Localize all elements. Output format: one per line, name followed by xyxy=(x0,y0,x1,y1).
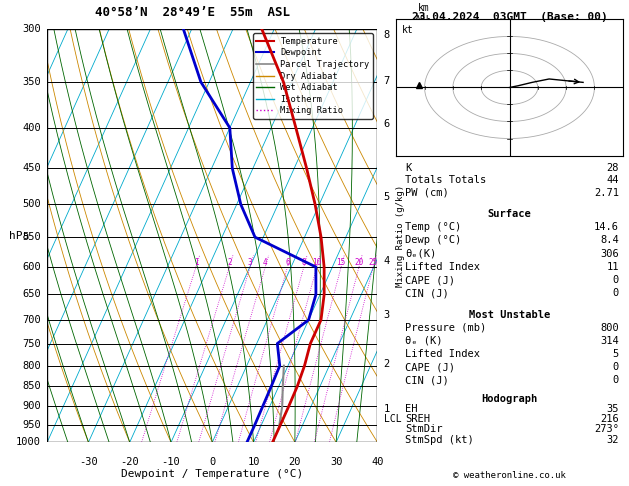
Text: StmSpd (kt): StmSpd (kt) xyxy=(405,434,474,445)
Text: 40: 40 xyxy=(371,457,384,467)
Text: 4: 4 xyxy=(384,256,390,266)
Text: 650: 650 xyxy=(22,290,41,299)
Text: 306: 306 xyxy=(600,249,619,259)
Text: SREH: SREH xyxy=(405,414,430,424)
Text: 550: 550 xyxy=(22,232,41,242)
Text: Lifted Index: Lifted Index xyxy=(405,349,480,359)
Text: Surface: Surface xyxy=(487,209,532,219)
Text: Lifted Index: Lifted Index xyxy=(405,262,480,272)
Text: 30: 30 xyxy=(330,457,342,467)
Text: Hodograph: Hodograph xyxy=(481,394,538,404)
Text: CIN (J): CIN (J) xyxy=(405,289,448,298)
Text: 273°: 273° xyxy=(594,424,619,434)
Text: Totals Totals: Totals Totals xyxy=(405,175,486,186)
Text: 44: 44 xyxy=(606,175,619,186)
Text: K: K xyxy=(405,163,411,173)
Text: 450: 450 xyxy=(22,163,41,174)
Text: 2: 2 xyxy=(384,359,390,368)
Text: EH: EH xyxy=(405,404,417,414)
Text: 0: 0 xyxy=(613,362,619,372)
Text: 350: 350 xyxy=(22,77,41,87)
Text: LCL: LCL xyxy=(384,414,401,424)
Text: 14.6: 14.6 xyxy=(594,222,619,232)
Text: 10: 10 xyxy=(247,457,260,467)
Text: Pressure (mb): Pressure (mb) xyxy=(405,323,486,333)
Text: 8: 8 xyxy=(301,258,306,267)
Text: 23.04.2024  03GMT  (Base: 00): 23.04.2024 03GMT (Base: 00) xyxy=(411,12,608,22)
Text: 750: 750 xyxy=(22,339,41,348)
Text: -10: -10 xyxy=(162,457,181,467)
Text: StmDir: StmDir xyxy=(405,424,442,434)
Text: 800: 800 xyxy=(600,323,619,333)
Text: 1000: 1000 xyxy=(16,437,41,447)
Text: 950: 950 xyxy=(22,419,41,430)
Text: 700: 700 xyxy=(22,315,41,325)
Text: 0: 0 xyxy=(209,457,215,467)
Text: 500: 500 xyxy=(22,199,41,209)
Text: Mixing Ratio (g/kg): Mixing Ratio (g/kg) xyxy=(396,185,404,287)
Text: 4: 4 xyxy=(263,258,267,267)
Text: Dewpoint / Temperature (°C): Dewpoint / Temperature (°C) xyxy=(121,469,303,479)
Text: CIN (J): CIN (J) xyxy=(405,375,448,385)
Text: θₑ (K): θₑ (K) xyxy=(405,336,442,346)
Text: 8.4: 8.4 xyxy=(600,235,619,245)
Text: 15: 15 xyxy=(337,258,346,267)
Text: 5: 5 xyxy=(613,349,619,359)
Text: 3: 3 xyxy=(384,310,390,320)
Text: 6: 6 xyxy=(285,258,290,267)
Text: 28: 28 xyxy=(606,163,619,173)
Text: kt: kt xyxy=(402,24,414,35)
Text: 1: 1 xyxy=(194,258,198,267)
Text: © weatheronline.co.uk: © weatheronline.co.uk xyxy=(453,471,566,480)
Text: Most Unstable: Most Unstable xyxy=(469,310,550,320)
Text: 216: 216 xyxy=(600,414,619,424)
Text: θₑ(K): θₑ(K) xyxy=(405,249,436,259)
Text: 11: 11 xyxy=(606,262,619,272)
Text: 0: 0 xyxy=(613,289,619,298)
Text: 35: 35 xyxy=(606,404,619,414)
Text: Dewp (°C): Dewp (°C) xyxy=(405,235,461,245)
Text: 8: 8 xyxy=(384,30,390,40)
Text: 20: 20 xyxy=(354,258,364,267)
Text: 800: 800 xyxy=(22,361,41,371)
Text: 850: 850 xyxy=(22,382,41,392)
Text: Temp (°C): Temp (°C) xyxy=(405,222,461,232)
Text: 400: 400 xyxy=(22,123,41,133)
Text: hPa: hPa xyxy=(9,231,29,241)
Text: 2.71: 2.71 xyxy=(594,188,619,198)
Text: 300: 300 xyxy=(22,24,41,34)
Text: PW (cm): PW (cm) xyxy=(405,188,448,198)
Text: 5: 5 xyxy=(384,192,390,203)
Text: 3: 3 xyxy=(248,258,252,267)
Text: 32: 32 xyxy=(606,434,619,445)
Text: km
ASL: km ASL xyxy=(415,3,433,25)
Text: 0: 0 xyxy=(613,375,619,385)
Text: CAPE (J): CAPE (J) xyxy=(405,362,455,372)
Text: 600: 600 xyxy=(22,262,41,272)
Text: 7: 7 xyxy=(384,76,390,86)
Text: CAPE (J): CAPE (J) xyxy=(405,275,455,285)
Text: 6: 6 xyxy=(384,119,390,129)
Text: 1: 1 xyxy=(384,404,390,414)
Text: -30: -30 xyxy=(79,457,98,467)
Text: 2: 2 xyxy=(227,258,231,267)
Text: 314: 314 xyxy=(600,336,619,346)
Text: 900: 900 xyxy=(22,401,41,411)
Text: 20: 20 xyxy=(289,457,301,467)
Text: 25: 25 xyxy=(369,258,378,267)
Text: 0: 0 xyxy=(613,275,619,285)
Text: 40°58’N  28°49’E  55m  ASL: 40°58’N 28°49’E 55m ASL xyxy=(95,6,290,19)
Legend: Temperature, Dewpoint, Parcel Trajectory, Dry Adiabat, Wet Adiabat, Isotherm, Mi: Temperature, Dewpoint, Parcel Trajectory… xyxy=(253,34,373,119)
Text: -20: -20 xyxy=(120,457,139,467)
Text: 10: 10 xyxy=(312,258,321,267)
